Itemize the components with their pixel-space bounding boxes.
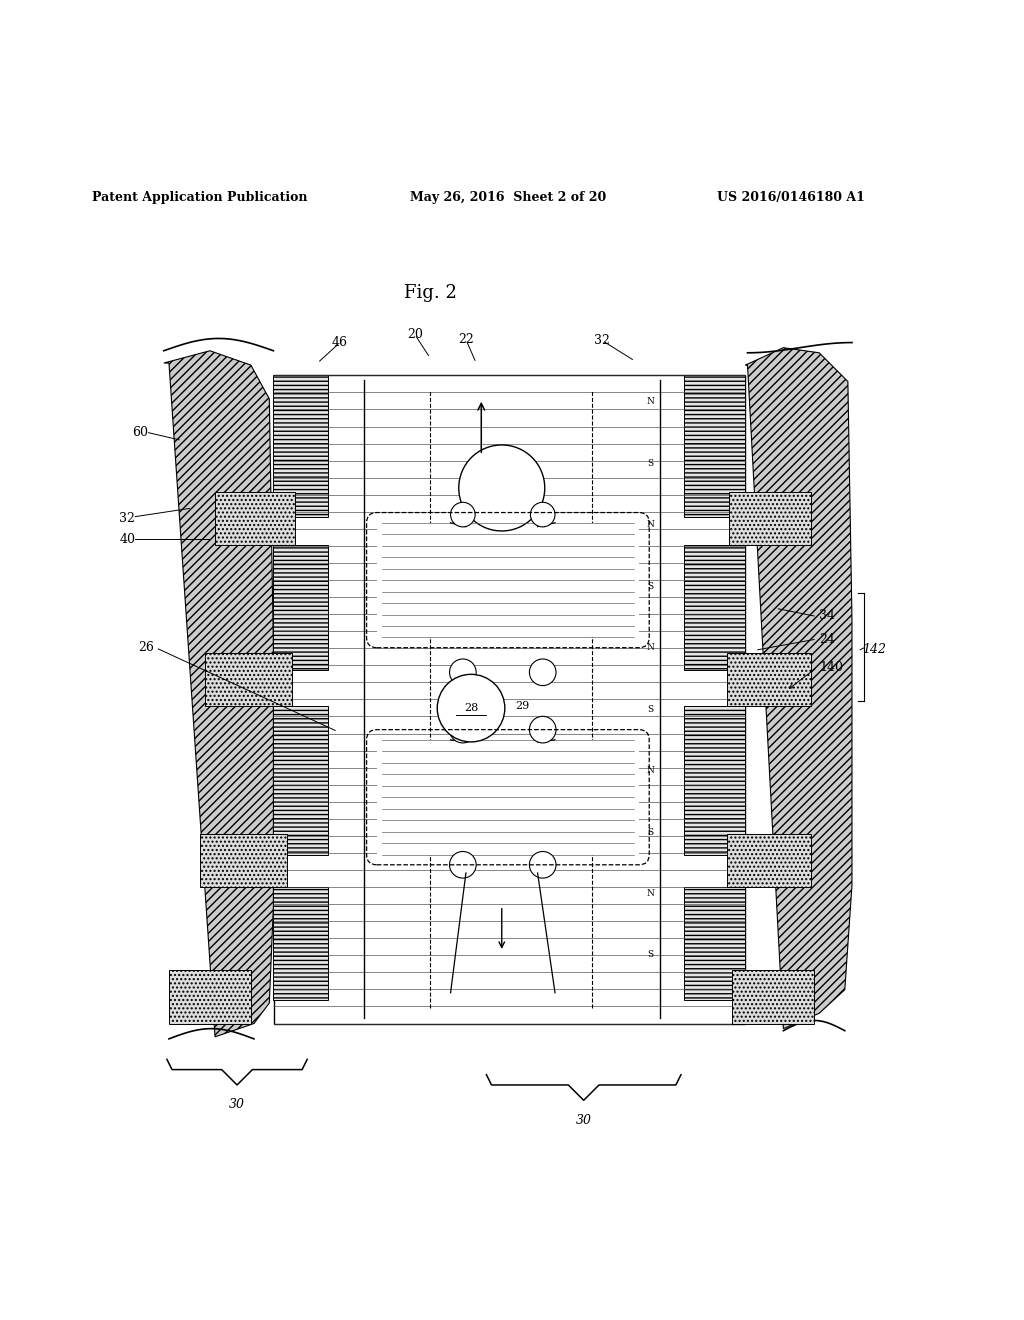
Text: 28: 28 — [464, 704, 478, 713]
Polygon shape — [273, 706, 328, 854]
Text: 32: 32 — [119, 512, 135, 525]
Text: 46: 46 — [332, 337, 348, 348]
Text: 22: 22 — [458, 333, 474, 346]
Circle shape — [529, 851, 556, 878]
Text: 26: 26 — [137, 642, 154, 655]
Polygon shape — [684, 887, 745, 1001]
Polygon shape — [205, 653, 292, 706]
Polygon shape — [745, 347, 852, 1028]
Circle shape — [529, 659, 556, 685]
Text: 142: 142 — [862, 643, 886, 656]
Text: S: S — [647, 582, 653, 591]
Text: S: S — [647, 459, 653, 467]
Polygon shape — [727, 834, 811, 887]
Polygon shape — [729, 492, 811, 545]
Polygon shape — [215, 492, 295, 545]
Circle shape — [451, 503, 475, 527]
Polygon shape — [684, 706, 745, 854]
Polygon shape — [377, 741, 639, 854]
Text: S: S — [647, 705, 653, 714]
Text: Fig. 2: Fig. 2 — [403, 284, 457, 302]
Text: N: N — [646, 397, 654, 407]
Text: 32: 32 — [594, 334, 610, 347]
Polygon shape — [169, 970, 251, 1023]
Text: 30: 30 — [575, 1114, 592, 1127]
Circle shape — [450, 717, 476, 743]
Polygon shape — [684, 545, 745, 671]
Text: N: N — [646, 520, 654, 529]
Text: S: S — [647, 950, 653, 960]
Circle shape — [529, 717, 556, 743]
Polygon shape — [164, 341, 273, 399]
Polygon shape — [727, 653, 811, 706]
Text: May 26, 2016  Sheet 2 of 20: May 26, 2016 Sheet 2 of 20 — [410, 190, 606, 203]
Text: N: N — [646, 643, 654, 652]
Text: 34: 34 — [819, 610, 836, 623]
Circle shape — [459, 445, 545, 531]
Text: 140: 140 — [819, 661, 843, 673]
Text: 40: 40 — [119, 533, 135, 545]
Text: N: N — [646, 888, 654, 898]
Polygon shape — [164, 351, 273, 1036]
Text: 29: 29 — [515, 701, 529, 711]
Polygon shape — [273, 375, 328, 516]
Circle shape — [450, 851, 476, 878]
Text: S: S — [647, 828, 653, 837]
Polygon shape — [273, 887, 328, 1001]
Circle shape — [437, 675, 505, 742]
Text: 24: 24 — [819, 634, 836, 645]
Text: N: N — [646, 766, 654, 775]
Text: 60: 60 — [132, 426, 148, 440]
Polygon shape — [274, 375, 745, 1023]
Text: US 2016/0146180 A1: US 2016/0146180 A1 — [717, 190, 864, 203]
Circle shape — [530, 503, 555, 527]
Polygon shape — [377, 523, 639, 638]
Text: Patent Application Publication: Patent Application Publication — [92, 190, 307, 203]
Polygon shape — [732, 970, 814, 1023]
Polygon shape — [200, 834, 287, 887]
Text: 30: 30 — [229, 1098, 245, 1111]
Circle shape — [450, 659, 476, 685]
Polygon shape — [273, 545, 328, 671]
Polygon shape — [684, 375, 745, 516]
Text: 20: 20 — [407, 327, 423, 341]
